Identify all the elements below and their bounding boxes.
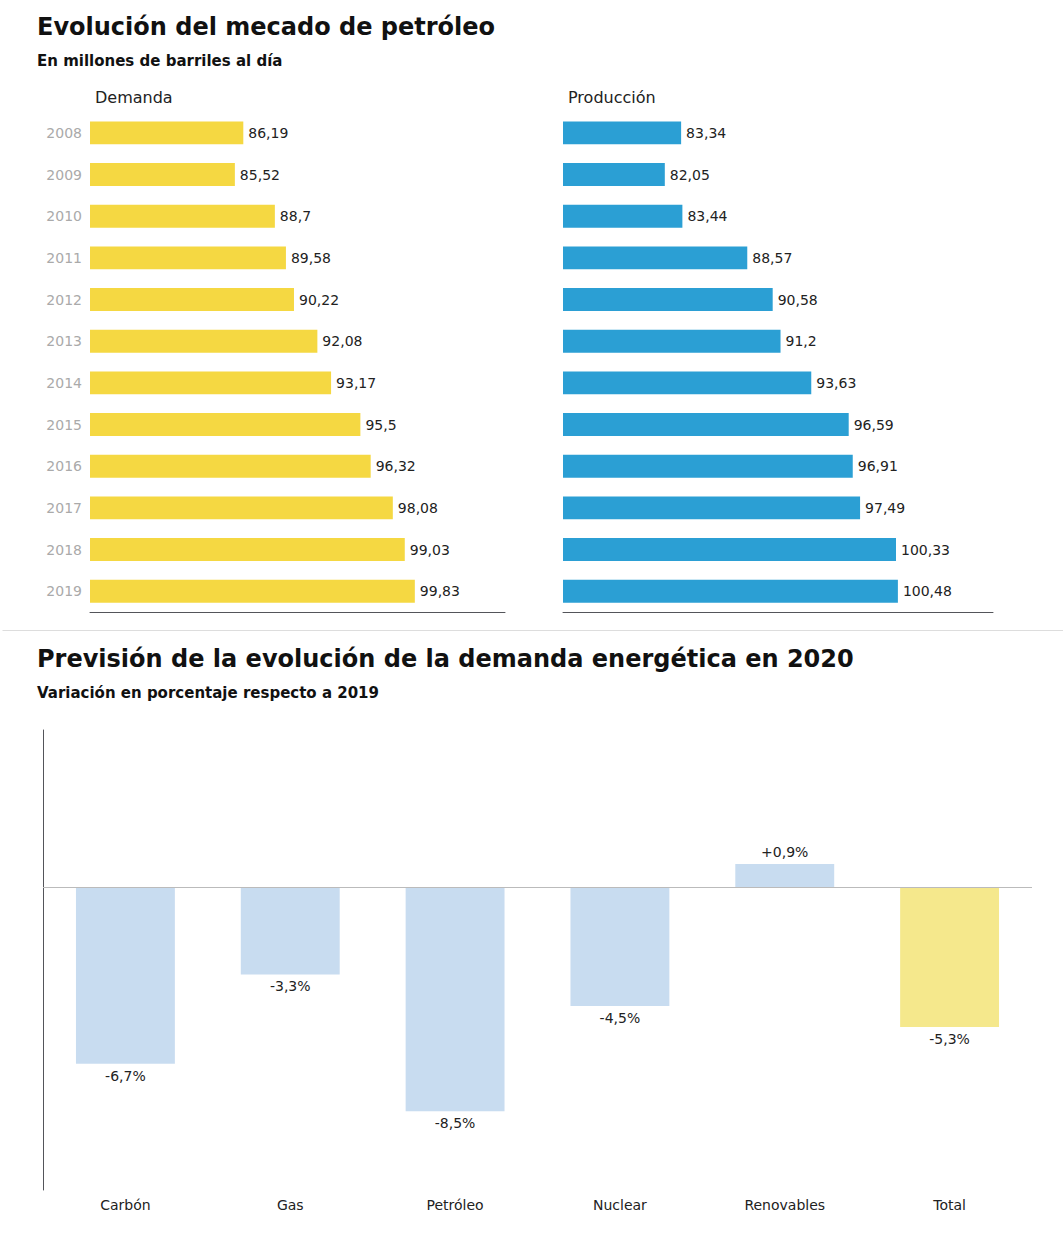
svg-text:Nuclear: Nuclear (593, 1197, 647, 1213)
svg-text:99,83: 99,83 (420, 583, 460, 599)
svg-text:96,91: 96,91 (858, 458, 898, 474)
svg-text:2018: 2018 (46, 542, 82, 558)
svg-text:-5,3%: -5,3% (929, 1031, 970, 1047)
svg-text:2019: 2019 (46, 583, 82, 599)
svg-text:90,22: 90,22 (299, 292, 339, 308)
svg-text:92,08: 92,08 (322, 333, 362, 349)
svg-text:100,48: 100,48 (903, 583, 952, 599)
svg-text:-8,5%: -8,5% (435, 1115, 476, 1131)
svg-text:2010: 2010 (46, 208, 82, 224)
svg-text:Demanda: Demanda (95, 88, 173, 107)
svg-text:97,49: 97,49 (865, 500, 905, 516)
svg-text:En millones de barriles al día: En millones de barriles al día (37, 52, 282, 70)
svg-text:2014: 2014 (46, 375, 82, 391)
svg-text:-4,5%: -4,5% (600, 1010, 641, 1026)
svg-text:2009: 2009 (46, 167, 82, 183)
svg-text:Gas: Gas (277, 1197, 304, 1213)
svg-text:100,33: 100,33 (901, 542, 950, 558)
svg-text:98,08: 98,08 (398, 500, 438, 516)
svg-text:93,17: 93,17 (336, 375, 376, 391)
svg-text:88,57: 88,57 (752, 250, 792, 266)
svg-text:2016: 2016 (46, 458, 82, 474)
svg-text:Previsión de la evolución de l: Previsión de la evolución de la demanda … (37, 645, 854, 673)
svg-text:-6,7%: -6,7% (105, 1068, 146, 1084)
svg-text:96,32: 96,32 (376, 458, 416, 474)
svg-text:82,05: 82,05 (670, 167, 710, 183)
svg-text:Evolución del mecado de petról: Evolución del mecado de petróleo (37, 13, 495, 41)
svg-text:90,58: 90,58 (778, 292, 818, 308)
svg-text:Renovables: Renovables (744, 1197, 825, 1213)
svg-text:Producción: Producción (568, 88, 656, 107)
svg-text:Petróleo: Petróleo (427, 1197, 484, 1213)
svg-text:2017: 2017 (46, 500, 82, 516)
svg-text:96,59: 96,59 (854, 417, 894, 433)
svg-text:2008: 2008 (46, 125, 82, 141)
svg-text:91,2: 91,2 (786, 333, 817, 349)
svg-text:93,63: 93,63 (816, 375, 856, 391)
svg-text:86,19: 86,19 (248, 125, 288, 141)
svg-text:88,7: 88,7 (280, 208, 311, 224)
svg-text:2015: 2015 (46, 417, 82, 433)
svg-text:+0,9%: +0,9% (761, 844, 808, 860)
svg-text:95,5: 95,5 (365, 417, 396, 433)
svg-text:Total: Total (932, 1197, 966, 1213)
svg-text:Carbón: Carbón (100, 1197, 150, 1213)
svg-text:83,44: 83,44 (687, 208, 727, 224)
svg-text:99,03: 99,03 (410, 542, 450, 558)
svg-text:2013: 2013 (46, 333, 82, 349)
svg-text:-3,3%: -3,3% (270, 978, 311, 994)
svg-text:89,58: 89,58 (291, 250, 331, 266)
svg-text:2012: 2012 (46, 292, 82, 308)
svg-text:85,52: 85,52 (240, 167, 280, 183)
svg-text:Variación en porcentaje respec: Variación en porcentaje respecto a 2019 (37, 684, 379, 702)
svg-text:83,34: 83,34 (686, 125, 726, 141)
svg-text:2011: 2011 (46, 250, 82, 266)
